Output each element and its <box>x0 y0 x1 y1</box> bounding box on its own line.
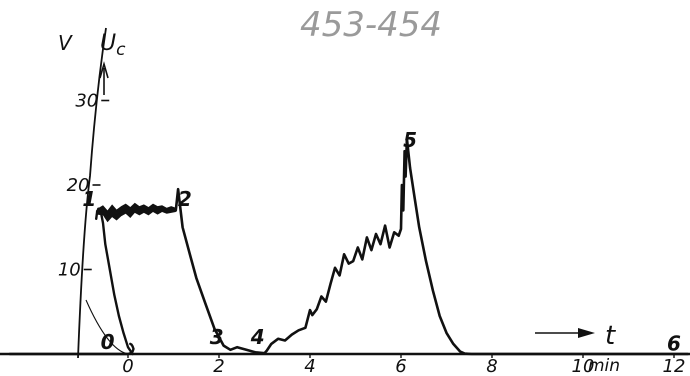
y-tick-label: 20 <box>67 175 90 196</box>
x-tick-label: 2 <box>213 356 224 376</box>
handwritten-annotation: 453-454 <box>300 5 442 45</box>
point-label-3: 3 <box>210 325 224 349</box>
point-label-4: 4 <box>250 325 265 349</box>
series-2-line <box>95 205 177 216</box>
y-tick-label: 10 <box>58 260 81 281</box>
y-tick-label: 30 <box>75 91 98 112</box>
x-axis-label: t <box>605 321 616 351</box>
axes <box>0 27 690 359</box>
y-axis-symbol-main: U <box>100 31 116 56</box>
point-label-0: 0 <box>101 330 115 354</box>
series-0-line <box>8 342 135 356</box>
series-3-line <box>174 137 689 356</box>
x-tick-label: 10 <box>572 356 595 376</box>
x-tick-label: 0 <box>122 356 133 376</box>
point-label-1: 1 <box>82 187 96 211</box>
series-2-band <box>97 202 176 223</box>
point-labels: 0 1 2 3 4 5 6 <box>82 128 681 356</box>
point-label-2: 2 <box>178 187 192 211</box>
y-axis-symbol-subscript: c <box>116 40 126 60</box>
y-axis-line <box>77 27 107 359</box>
x-tick-label: 4 <box>304 356 315 376</box>
x-tick-label: 6 <box>395 356 406 376</box>
point-label-5: 5 <box>403 128 417 152</box>
point-label-6: 6 <box>667 332 681 356</box>
x-axis-unit-label: min <box>588 356 620 376</box>
y-axis-unit-label: V <box>58 31 73 55</box>
y-axis-symbol: Uc <box>100 31 126 60</box>
y-axis-arrow-head <box>99 61 109 79</box>
axis-guide-curve <box>85 299 129 355</box>
x-tick-label: 12 <box>663 356 686 376</box>
time-arrow-head <box>578 328 595 338</box>
series-layer <box>8 137 689 356</box>
x-tick-label: 8 <box>486 356 497 376</box>
